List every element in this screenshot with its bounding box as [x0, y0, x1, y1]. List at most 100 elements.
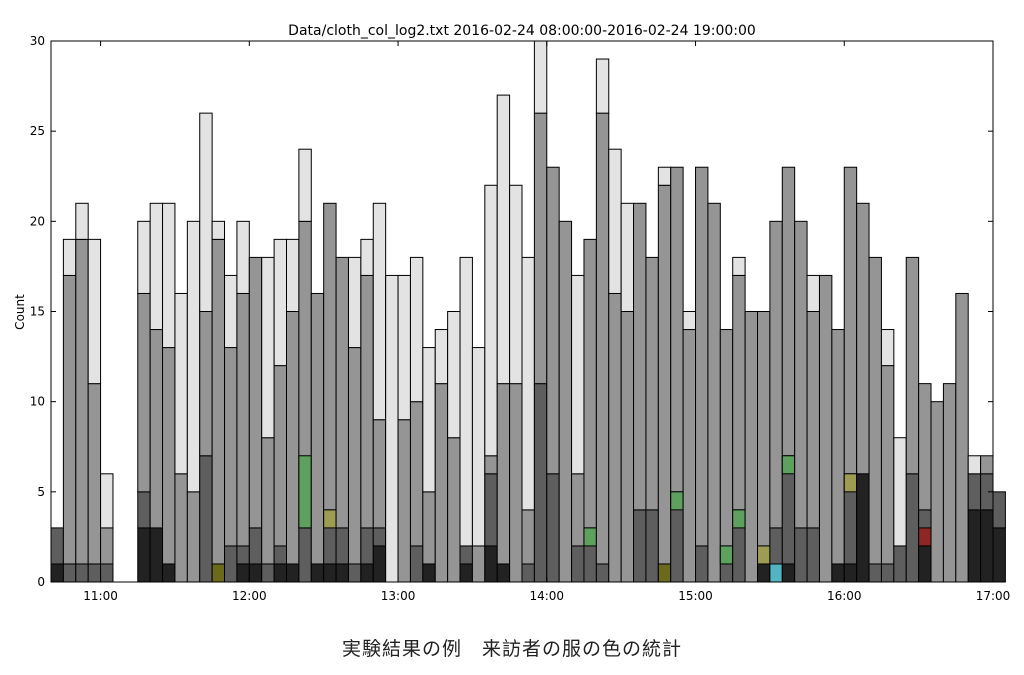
- bar-segment-layer-gray: [286, 311, 300, 565]
- bar-16:35: [930, 401, 944, 583]
- bar-segment-layer-mid: [571, 545, 585, 583]
- bar-segment-layer-gray: [719, 329, 734, 547]
- bar-segment-accent-olive: [843, 473, 858, 493]
- bar-11:45: [211, 220, 226, 583]
- bar-14:00: [546, 166, 560, 583]
- bar-16:30: [918, 383, 932, 583]
- bar-segment-layer-dark: [323, 563, 337, 583]
- bar-segment-layer-light: [211, 220, 226, 240]
- bar-segment-layer-light: [459, 256, 473, 547]
- y-axis-label: Count: [13, 294, 27, 330]
- bar-segment-layer-mid: [335, 527, 349, 565]
- bar-segment-layer-dark: [236, 563, 250, 583]
- bar-segment-layer-mid: [595, 563, 610, 583]
- bar-15:30: [769, 220, 783, 583]
- bar-segment-layer-mid: [905, 473, 920, 583]
- bar-segment-layer-light: [422, 347, 436, 493]
- bar-11:35: [186, 220, 201, 583]
- bar-segment-accent-green: [583, 527, 597, 547]
- y-tick-label: 0: [37, 575, 45, 589]
- bar-12:00: [248, 256, 263, 583]
- bar-segment-layer-light: [75, 202, 89, 240]
- bar-10:55: [87, 238, 102, 583]
- bar-segment-layer-gray: [186, 491, 201, 583]
- bar-13:15: [434, 329, 449, 583]
- bar-12:10: [273, 238, 287, 583]
- bars-layer: [50, 40, 1006, 583]
- bar-segment-layer-mid: [100, 563, 114, 583]
- bar-segment-layer-mid: [967, 473, 982, 511]
- bar-segment-layer-gray: [87, 383, 102, 565]
- bar-segment-layer-dark: [757, 563, 771, 583]
- bar-segment-layer-gray: [533, 112, 548, 385]
- bar-10:40: [50, 527, 64, 583]
- bar-segment-layer-light: [186, 220, 201, 493]
- bar-13:55: [533, 40, 548, 583]
- bar-16:45: [955, 292, 969, 583]
- bar-14:20: [595, 58, 610, 583]
- bar-segment-layer-light: [620, 202, 635, 312]
- bar-11:00: [100, 473, 114, 583]
- bar-13:05: [409, 256, 424, 583]
- bar-10:45: [62, 238, 77, 583]
- bar-segment-layer-light: [409, 256, 424, 403]
- bar-segment-layer-mid: [360, 527, 374, 565]
- bar-13:35: [484, 184, 498, 583]
- bar-15:45: [806, 274, 820, 583]
- bar-segment-layer-gray: [843, 166, 858, 475]
- bar-segment-layer-light: [806, 274, 820, 312]
- x-tick-label: 15:00: [678, 589, 713, 603]
- bar-segment-layer-light: [360, 238, 374, 276]
- bar-segment-layer-gray: [856, 202, 870, 475]
- bar-segment-layer-light: [137, 220, 151, 294]
- bar-segment-layer-gray: [62, 274, 77, 565]
- bar-13:10: [422, 347, 436, 583]
- x-tick-label: 14:00: [529, 589, 564, 603]
- x-tick-label: 17:00: [976, 589, 1011, 603]
- bar-15:50: [818, 274, 833, 583]
- chart-title: Data/cloth_col_log2.txt 2016-02-24 08:00…: [288, 23, 756, 39]
- bar-segment-layer-gray: [509, 383, 523, 583]
- bar-segment-layer-dark: [459, 563, 473, 583]
- bar-segment-layer-light: [236, 220, 250, 294]
- bar-segment-layer-gray: [918, 383, 932, 511]
- bar-13:20: [447, 311, 461, 583]
- bar-15:20: [744, 311, 758, 583]
- bar-segment-layer-gray: [496, 383, 511, 565]
- bar-segment-layer-light: [162, 202, 176, 349]
- bar-segment-layer-gray: [546, 166, 560, 475]
- bar-segment-layer-dark: [162, 563, 176, 583]
- bar-segment-layer-gray: [137, 292, 151, 493]
- bar-segment-layer-light: [100, 473, 114, 529]
- bar-segment-layer-light: [447, 311, 461, 439]
- bar-12:40: [347, 256, 362, 583]
- bar-segment-layer-gray: [447, 437, 461, 583]
- bar-14:05: [558, 220, 573, 583]
- bar-segment-layer-gray: [930, 401, 944, 583]
- y-tick-label: 15: [30, 305, 45, 319]
- bar-segment-layer-gray: [831, 329, 845, 565]
- bar-segment-layer-dark: [149, 527, 164, 583]
- bar-segment-layer-light: [509, 184, 523, 385]
- bar-segment-layer-dark: [360, 563, 374, 583]
- figure-caption: 実験結果の例 来訪者の服の色の統計: [341, 638, 682, 660]
- bar-16:15: [880, 329, 895, 583]
- bar-segment-layer-light: [732, 256, 746, 276]
- bar-segment-layer-light: [385, 274, 399, 583]
- bar-11:25: [162, 202, 176, 583]
- bar-segment-layer-light: [471, 347, 486, 547]
- y-tick-label: 5: [37, 485, 45, 499]
- bar-segment-layer-gray: [484, 455, 498, 475]
- bar-14:45: [657, 166, 672, 583]
- bar-segment-layer-gray: [695, 166, 709, 547]
- bar-segment-layer-dark: [248, 563, 263, 583]
- bar-15:25: [757, 311, 771, 583]
- bar-segment-layer-mid: [273, 545, 287, 565]
- stacked-bar-chart: Data/cloth_col_log2.txt 2016-02-24 08:00…: [13, 23, 1011, 603]
- bar-16:10: [868, 256, 882, 583]
- bar-segment-layer-dark: [286, 563, 300, 583]
- bar-segment-layer-light: [434, 329, 449, 385]
- bar-segment-layer-light: [149, 202, 164, 331]
- bar-segment-layer-dark: [992, 527, 1006, 583]
- bar-16:05: [856, 202, 870, 583]
